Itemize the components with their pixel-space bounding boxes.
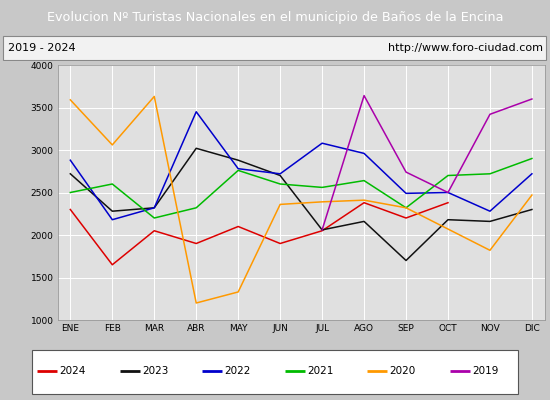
Text: 2023: 2023 <box>142 366 168 376</box>
Text: 2024: 2024 <box>60 366 86 376</box>
Text: Evolucion Nº Turistas Nacionales en el municipio de Baños de la Encina: Evolucion Nº Turistas Nacionales en el m… <box>47 11 503 24</box>
Bar <box>32 350 518 394</box>
Text: http://www.foro-ciudad.com: http://www.foro-ciudad.com <box>388 43 543 53</box>
Text: 2021: 2021 <box>307 366 333 376</box>
Text: 2019: 2019 <box>472 366 498 376</box>
Text: 2019 - 2024: 2019 - 2024 <box>8 43 76 53</box>
Text: 2022: 2022 <box>224 366 251 376</box>
Text: 2020: 2020 <box>389 366 416 376</box>
